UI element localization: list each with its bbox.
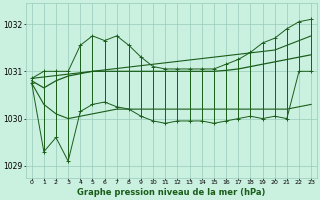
X-axis label: Graphe pression niveau de la mer (hPa): Graphe pression niveau de la mer (hPa) bbox=[77, 188, 266, 197]
